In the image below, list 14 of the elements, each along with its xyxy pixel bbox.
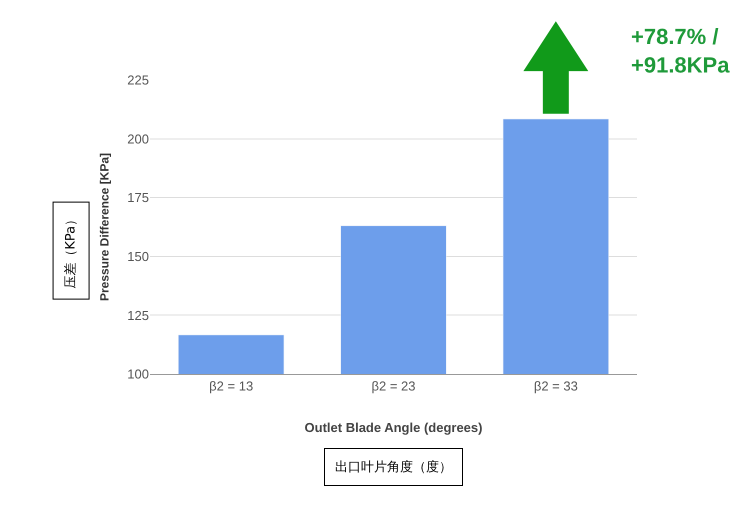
x-tick-label: β2 = 13 xyxy=(209,378,254,394)
y-tick-label: 125 xyxy=(127,308,149,323)
x-axis-title: Outlet Blade Angle (degrees) xyxy=(304,420,482,436)
x-tick-label: β2 = 33 xyxy=(534,378,578,394)
text: 出口叶片角度（度） xyxy=(335,459,452,475)
y-tick-label: 175 xyxy=(127,190,149,206)
y-tick-label: 225 xyxy=(127,72,149,88)
y-tick-label: 200 xyxy=(127,131,149,146)
text: +78.7% / +91.8KPa xyxy=(631,24,730,78)
y-axis-title: Pressure Difference [KPa] xyxy=(98,152,112,302)
y-tick-label: 100 xyxy=(127,366,149,382)
y-tick-label: 150 xyxy=(127,248,149,264)
text: 压差（KPa） xyxy=(64,212,79,289)
x-tick-label: β2 = 23 xyxy=(372,378,416,394)
